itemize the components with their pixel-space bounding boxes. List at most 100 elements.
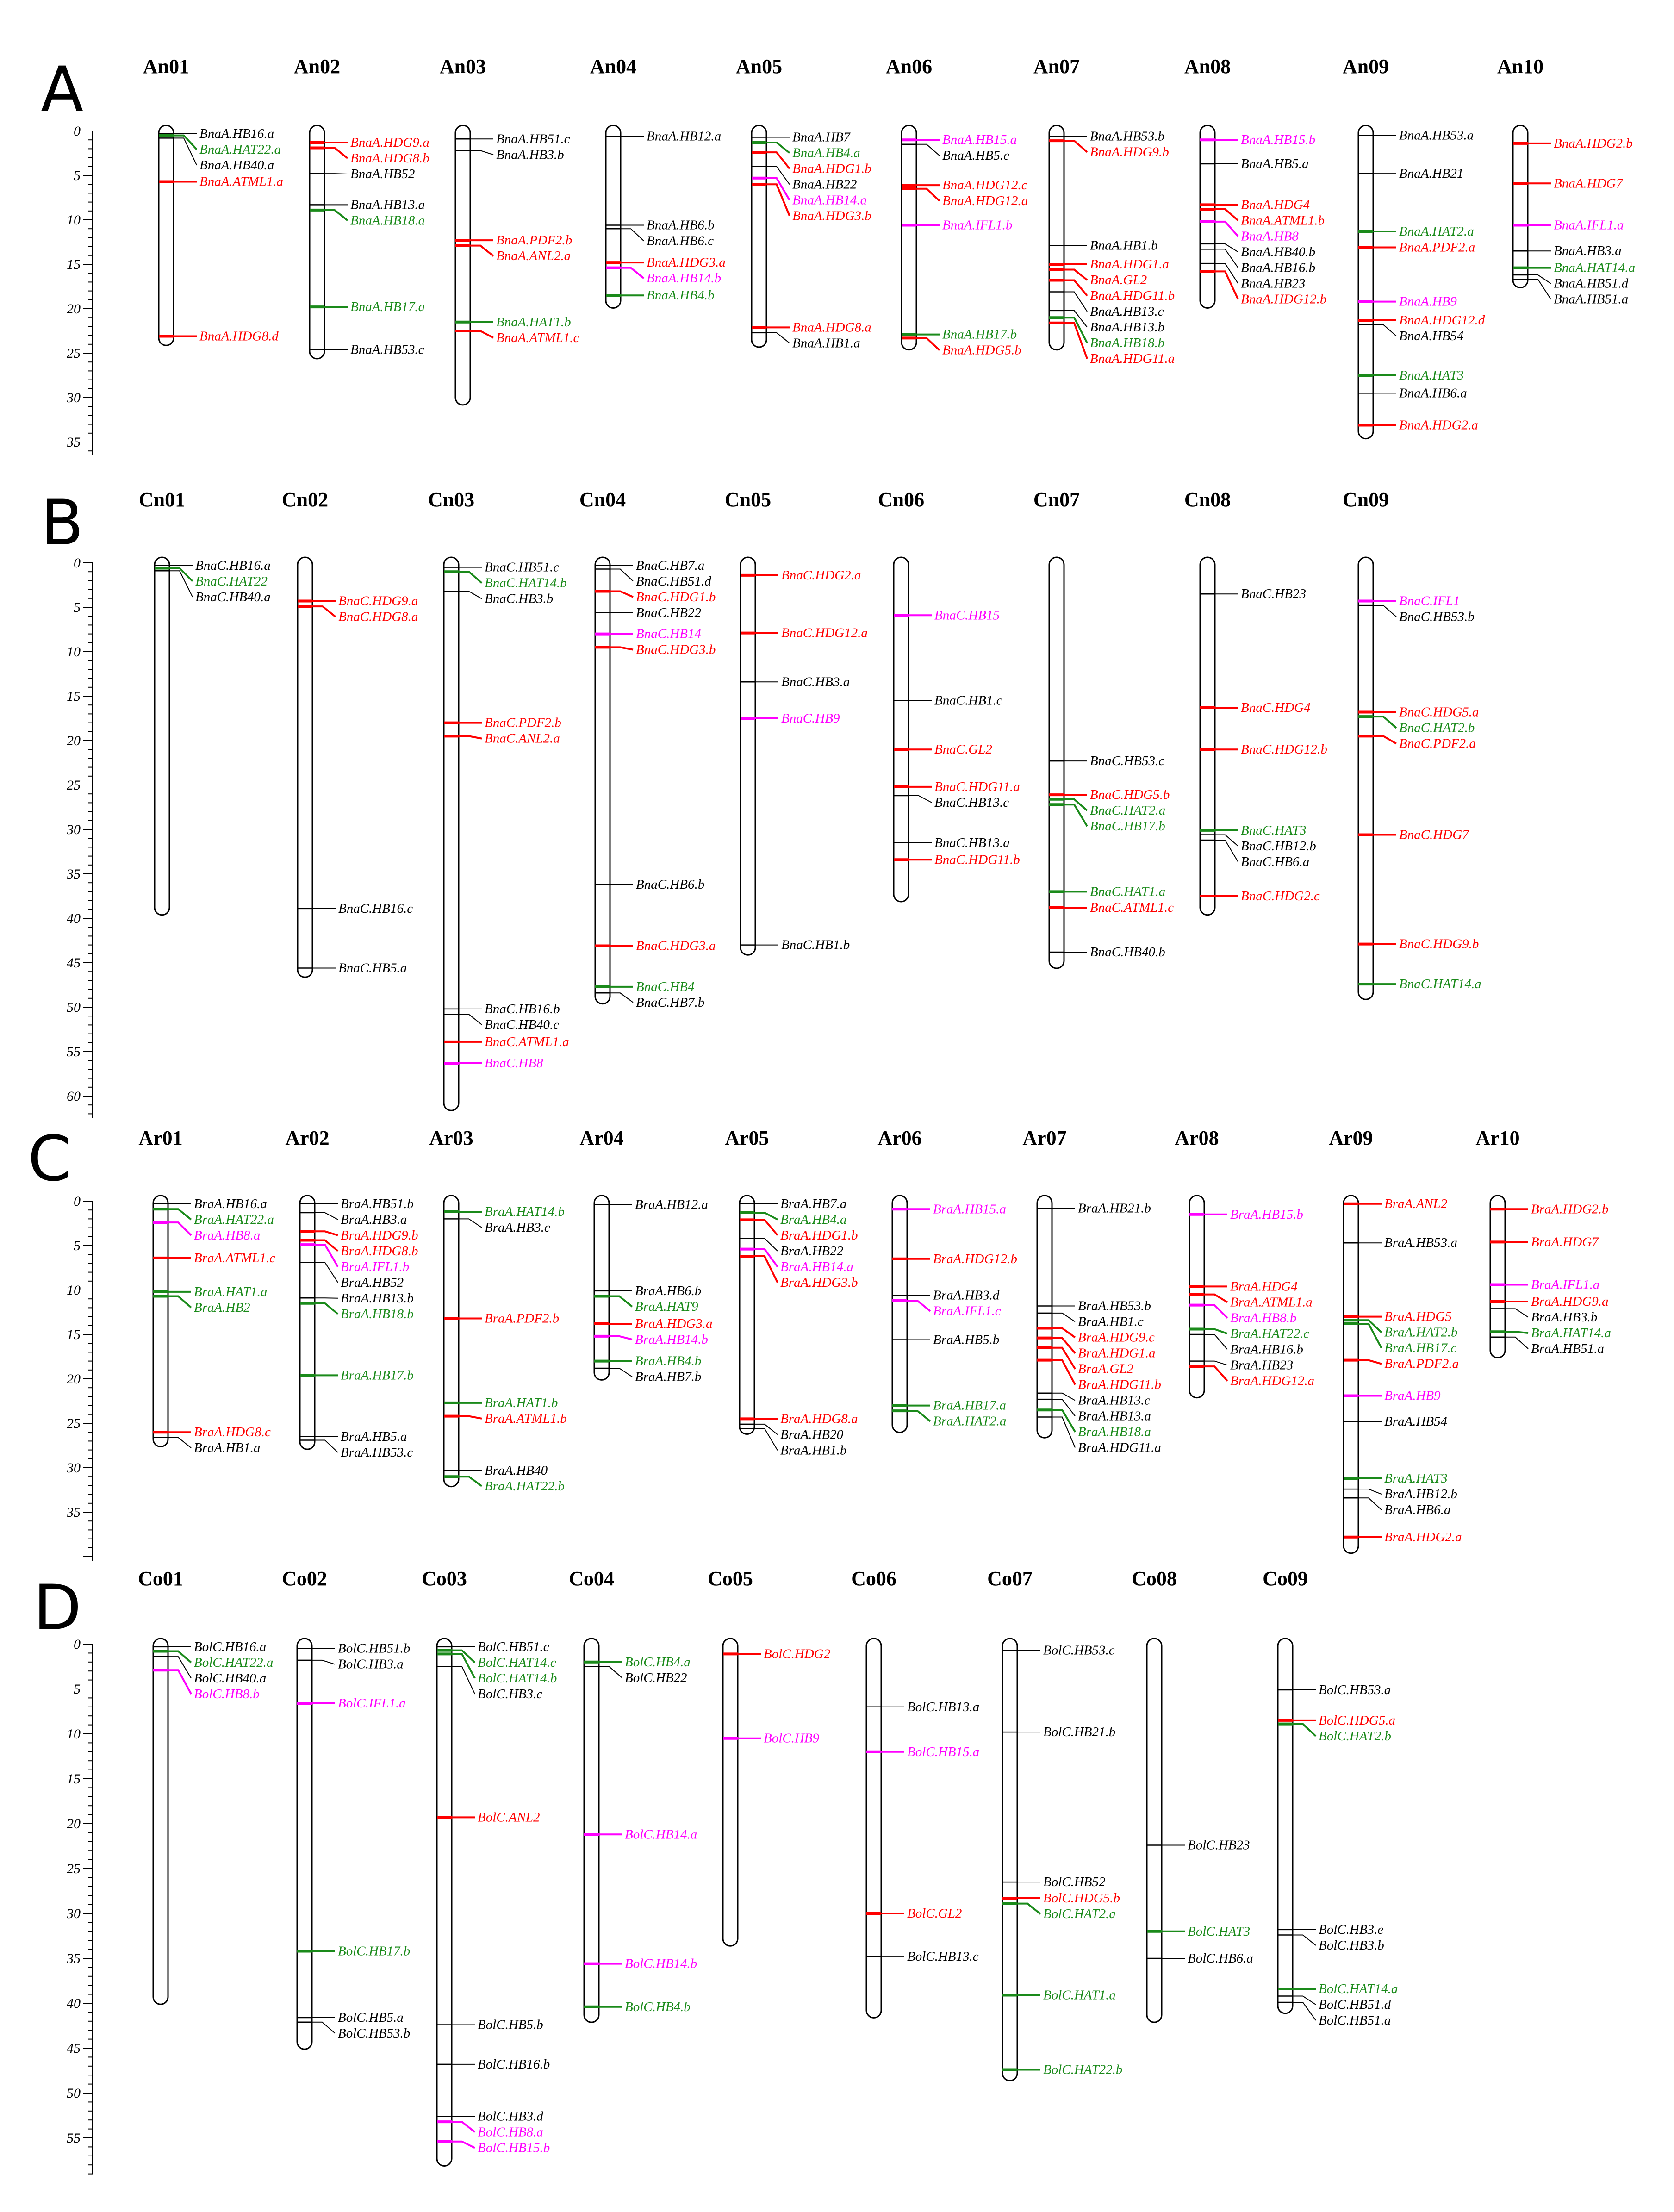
gene-label: BraA.GL2 (1078, 1362, 1133, 1377)
gene-connector (754, 1248, 778, 1267)
gene-label: BnaC.HAT2.a (1090, 803, 1165, 818)
chromosome-bar (1357, 556, 1374, 1000)
gene-label: BraA.HB3.a (341, 1212, 407, 1227)
chromosome-bar (1199, 556, 1216, 916)
gene-label: BnaC.HB7.a (636, 558, 704, 573)
gene-label: BnaA.HB14.a (792, 193, 867, 207)
gene-label: BraA.HB7.b (635, 1370, 701, 1384)
gene-label: BraA.HB53.a (1384, 1235, 1457, 1250)
gene-label: BnaA.ATML1.b (1241, 213, 1325, 228)
gene-label: BraA.HB1.b (780, 1443, 846, 1458)
gene-label: BnaA.HB9 (1399, 294, 1457, 309)
gene-connector (754, 1219, 778, 1236)
scale-tick-label: 50 (67, 2086, 81, 2101)
gene-label: BraA.HDG9.a (1531, 1294, 1609, 1309)
chromosome-name: Co04 (569, 1567, 614, 1590)
gene-label: BraA.HB1.c (1078, 1315, 1144, 1329)
gene-label: BnaC.HDG3.a (636, 939, 716, 953)
gene-label: BolC.HB21.b (1043, 1725, 1115, 1739)
gene-label: BnaC.HAT3 (1241, 823, 1307, 838)
gene-label: BnaA.HDG2.a (1399, 418, 1478, 433)
scale-tick-label: 0 (74, 555, 81, 571)
gene-label: BnaA.HB4.a (792, 145, 860, 160)
gene-label: BnaA.HB3.b (496, 147, 564, 162)
gene-label: BnaA.HDG4 (1241, 197, 1310, 212)
chromosome-bar (297, 556, 313, 978)
chromosome-bar (443, 1195, 460, 1488)
gene-label: BnaC.HB14 (636, 627, 701, 642)
gene-label: BnaA.HDG8.a (792, 320, 871, 335)
gene-label: BolC.HB9 (764, 1731, 820, 1746)
gene-connector (174, 134, 198, 150)
gene-connector (1215, 840, 1238, 862)
gene-label: BnaA.HB18.a (350, 213, 425, 228)
chromosome-name: Co09 (1263, 1567, 1308, 1590)
gene-label: BraA.HB23 (1230, 1358, 1293, 1372)
gene-connector (916, 143, 940, 156)
gene-label: BraA.ATML1.a (1230, 1295, 1313, 1309)
gene-connector (1064, 268, 1088, 281)
scale-tick-label: 10 (67, 1726, 81, 1742)
gene-label: BraA.PDF2.a (1384, 1357, 1459, 1371)
gene-label: BnaA.HAT14.a (1554, 261, 1635, 275)
chromosome-bar (454, 125, 471, 406)
gene-label: BolC.GL2 (907, 1906, 962, 1921)
scale-tick-label: 15 (67, 689, 81, 704)
gene-label: BnaC.HB40.b (1090, 945, 1165, 960)
gene-connector (168, 1208, 192, 1221)
chromosome-name: Ar02 (285, 1127, 329, 1149)
gene-label: BolC.HB51.c (478, 1639, 549, 1654)
gene-label: BnaC.HDG11.a (934, 779, 1020, 794)
gene-label: BolC.ANL2 (478, 1810, 540, 1825)
gene-connector (907, 1300, 931, 1312)
gene-label: BolC.HB17.b (338, 1944, 410, 1958)
gene-label: BraA.HB12.a (635, 1197, 708, 1212)
gene-label: BnaC.HDG5.a (1399, 705, 1479, 720)
gene-label: BolC.HB3.d (478, 2109, 543, 2124)
gene-label: BolC.IFL1.a (338, 1696, 406, 1711)
gene-label: BraA.HB1.a (194, 1440, 260, 1455)
gene-label: BnaA.HB52 (350, 167, 415, 181)
chromosome-bar (436, 1638, 453, 2167)
gene-connector (1358, 1322, 1382, 1349)
scale-tick-label: 40 (67, 911, 81, 926)
gene-connector (1204, 1304, 1228, 1319)
gene-label: BraA.HB20 (780, 1427, 844, 1442)
gene-connector (754, 1211, 778, 1221)
gene-label: BolC.HB5.b (478, 2018, 543, 2032)
chromosome-name: Ar05 (725, 1127, 769, 1149)
gene-connector (754, 1423, 778, 1435)
gene-label: BraA.HDG12.b (933, 1252, 1017, 1266)
chromosome-name: Ar06 (877, 1127, 921, 1149)
gene-connector (1215, 208, 1239, 221)
gene-label: BnaA.HB40.a (199, 158, 274, 173)
gene-label: BraA.HAT22.a (194, 1212, 274, 1227)
gene-connector (610, 590, 634, 598)
gene-label: BnaC.ANL2.a (485, 731, 560, 746)
gene-label: BraA.HDG2.b (1531, 1202, 1609, 1216)
gene-label: BnaA.HB16.a (199, 126, 274, 141)
gene-label: BolC.HAT2.b (1319, 1729, 1391, 1744)
gene-label: BolC.HB15.a (907, 1745, 979, 1759)
gene-connector (168, 1295, 192, 1309)
gene-label: BnaC.HDG9.a (338, 594, 418, 609)
chromosome-bar (299, 1195, 316, 1450)
gene-connector (459, 1218, 482, 1228)
gene-label: BraA.HB3.c (485, 1220, 550, 1235)
scale-tick-label: 60 (67, 1089, 81, 1104)
gene-connector (315, 1230, 338, 1236)
gene-label: BraA.HDG8.a (780, 1411, 858, 1426)
gene-label: BnaA.HDG11.a (1090, 351, 1175, 366)
gene-label: BnaA.HB21 (1399, 166, 1463, 181)
gene-label: BnaC.HB23 (1241, 586, 1306, 601)
chromosome-bar (891, 1195, 908, 1433)
gene-connector (1293, 1723, 1317, 1737)
gene-label: BraA.HB13.a (1078, 1409, 1151, 1424)
gene-connector (312, 2021, 336, 2034)
scale-tick-label: 0 (74, 124, 81, 139)
gene-label: BolC.HDG5.a (1319, 1713, 1395, 1728)
gene-connector (909, 795, 932, 803)
panel-label: C (28, 1122, 71, 1195)
gene-label: BolC.HB16.a (194, 1639, 266, 1654)
gene-connector (766, 332, 790, 344)
